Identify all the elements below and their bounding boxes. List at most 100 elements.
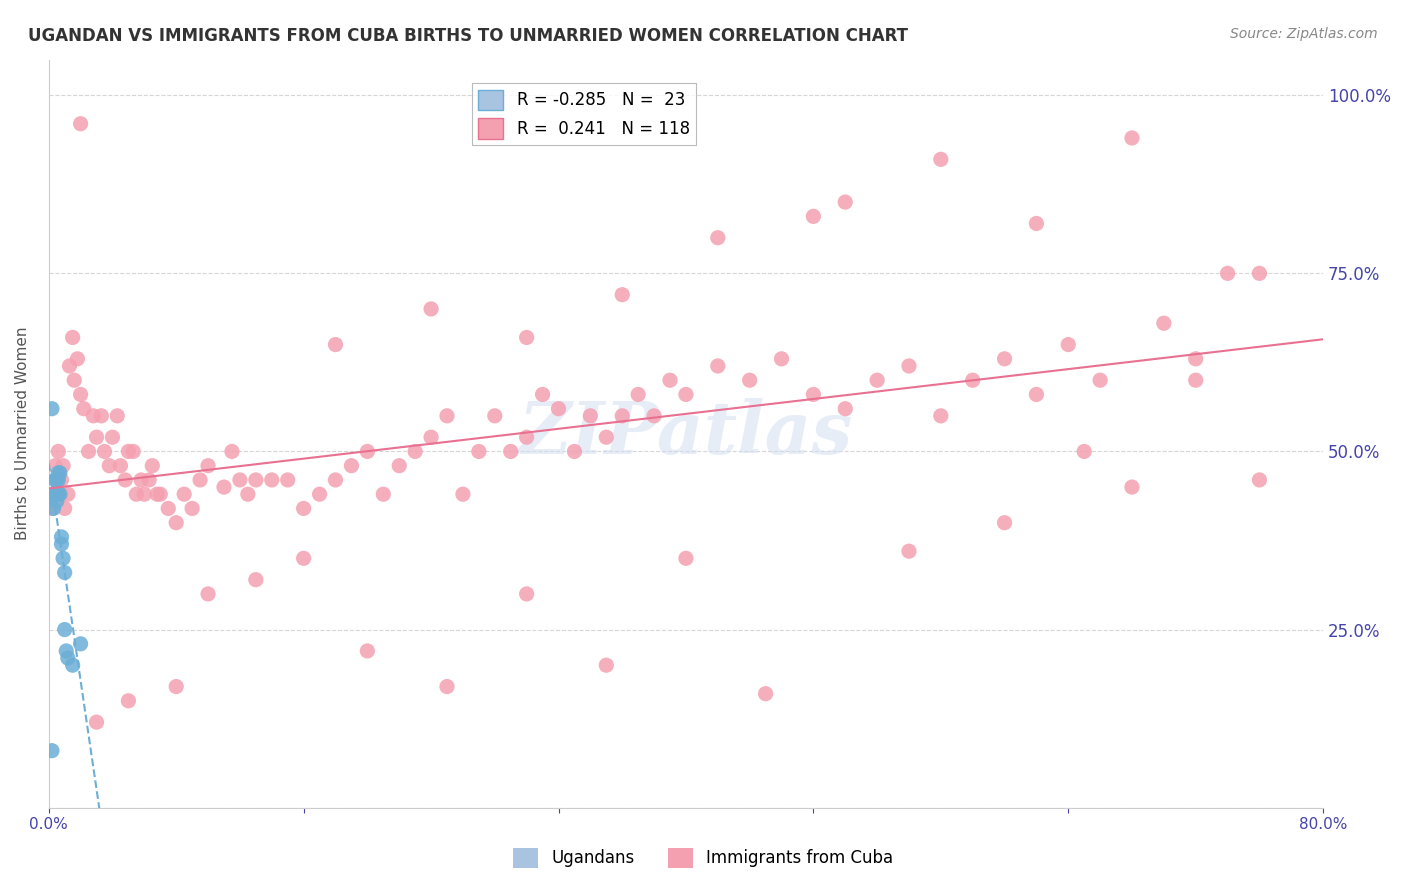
Point [1121, 480, 1143, 494]
Y-axis label: Births to Unmarried Women: Births to Unmarried Women [15, 326, 30, 541]
Point [1088, 373, 1111, 387]
Point [356, 444, 378, 458]
Point [245, 473, 267, 487]
Point [197, 458, 219, 473]
Point [117, 694, 139, 708]
Point [221, 444, 243, 458]
Point [531, 387, 554, 401]
Point [46, 444, 69, 458]
Point [101, 430, 124, 444]
Point [738, 373, 761, 387]
Point [105, 409, 128, 423]
Point [1121, 131, 1143, 145]
Point [45, 494, 67, 508]
Point [420, 430, 443, 444]
Point [53, 623, 76, 637]
Point [86, 430, 108, 444]
Point [675, 551, 697, 566]
Point [325, 473, 347, 487]
Point [564, 444, 586, 458]
Point [516, 430, 538, 444]
Point [659, 373, 682, 387]
Point [129, 473, 152, 487]
Point [516, 330, 538, 344]
Point [612, 409, 634, 423]
Point [755, 687, 778, 701]
Point [1073, 444, 1095, 458]
Point [451, 487, 474, 501]
Point [308, 487, 330, 501]
Point [86, 715, 108, 730]
Point [245, 573, 267, 587]
Point [468, 444, 491, 458]
Point [579, 409, 602, 423]
Point [69, 117, 91, 131]
Point [173, 487, 195, 501]
Point [627, 387, 650, 401]
Point [1249, 266, 1271, 280]
Point [803, 387, 825, 401]
Point [325, 337, 347, 351]
Point [897, 359, 920, 373]
Point [1153, 316, 1175, 330]
Point [404, 444, 426, 458]
Point [125, 487, 148, 501]
Point [277, 473, 299, 487]
Point [1184, 373, 1206, 387]
Point [110, 458, 132, 473]
Point [114, 473, 136, 487]
Point [46, 487, 69, 501]
Point [44, 473, 66, 487]
Point [229, 473, 252, 487]
Point [69, 637, 91, 651]
Point [45, 487, 67, 501]
Point [49, 487, 72, 501]
Point [51, 530, 73, 544]
Point [90, 409, 112, 423]
Point [547, 401, 569, 416]
Point [292, 501, 315, 516]
Point [56, 487, 79, 501]
Point [181, 501, 204, 516]
Point [49, 466, 72, 480]
Point [51, 473, 73, 487]
Point [897, 544, 920, 558]
Point [62, 658, 84, 673]
Point [55, 644, 77, 658]
Text: ZIPatlas: ZIPatlas [519, 398, 853, 469]
Point [420, 301, 443, 316]
Point [516, 587, 538, 601]
Point [212, 480, 235, 494]
Point [44, 487, 66, 501]
Point [165, 516, 187, 530]
Point [643, 409, 665, 423]
Point [595, 658, 617, 673]
Point [993, 351, 1015, 366]
Point [1216, 266, 1239, 280]
Point [49, 487, 72, 501]
Text: UGANDAN VS IMMIGRANTS FROM CUBA BIRTHS TO UNMARRIED WOMEN CORRELATION CHART: UGANDAN VS IMMIGRANTS FROM CUBA BIRTHS T… [28, 27, 908, 45]
Point [41, 401, 63, 416]
Point [93, 444, 115, 458]
Point [388, 458, 411, 473]
Point [929, 153, 952, 167]
Point [834, 195, 856, 210]
Point [138, 473, 160, 487]
Point [993, 516, 1015, 530]
Point [146, 487, 169, 501]
Point [675, 387, 697, 401]
Point [42, 487, 65, 501]
Point [77, 444, 100, 458]
Point [595, 430, 617, 444]
Point [929, 409, 952, 423]
Point [1057, 337, 1080, 351]
Point [62, 330, 84, 344]
Point [1249, 473, 1271, 487]
Point [707, 230, 730, 244]
Point [373, 487, 395, 501]
Point [42, 501, 65, 516]
Legend: R = -0.285   N =  23, R =  0.241   N = 118: R = -0.285 N = 23, R = 0.241 N = 118 [471, 83, 696, 145]
Point [63, 373, 86, 387]
Point [53, 501, 76, 516]
Point [134, 487, 156, 501]
